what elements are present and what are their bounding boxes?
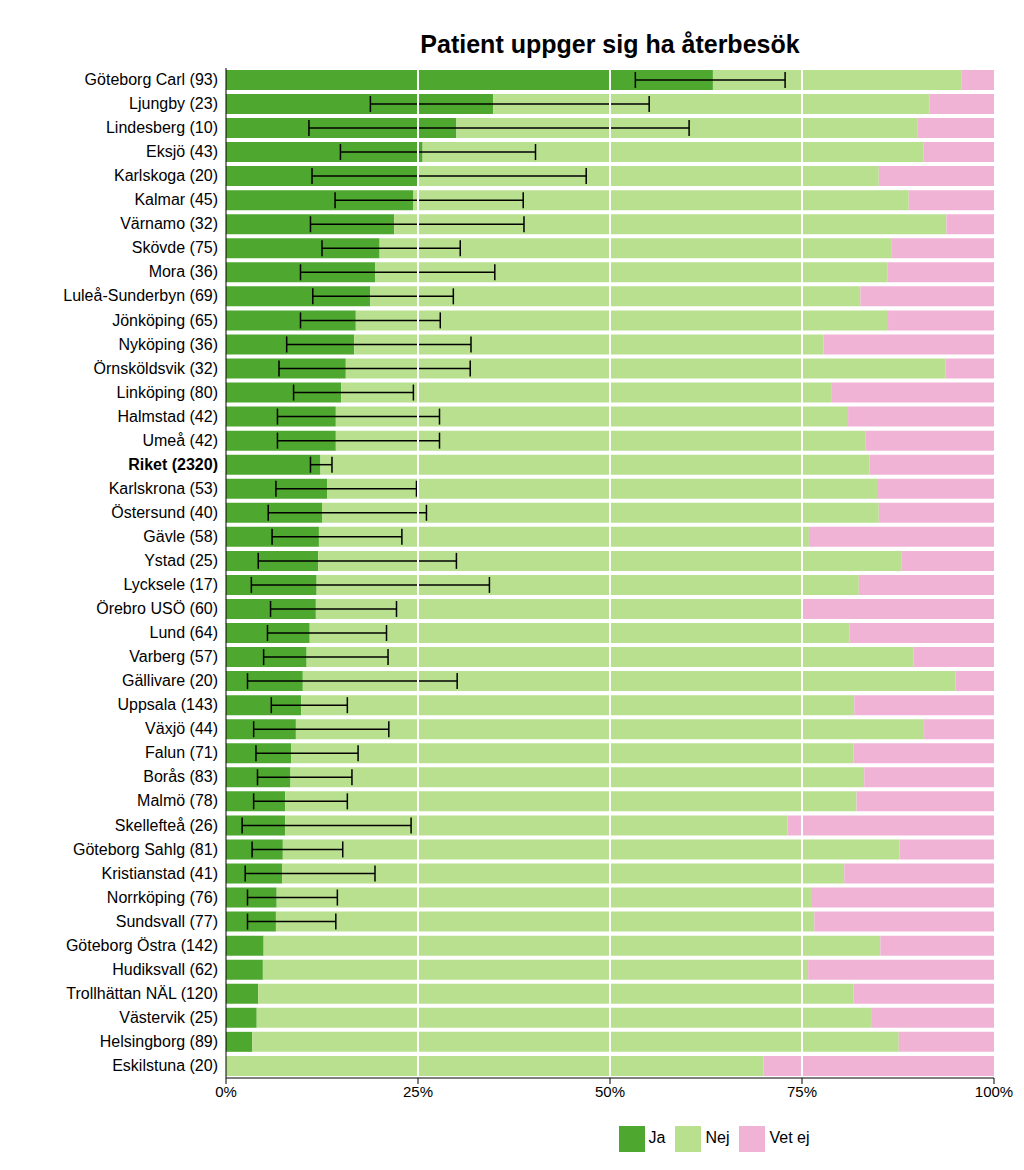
svg-text:Hudiksvall (62): Hudiksvall (62) [112,961,218,978]
svg-text:Jönköping (65): Jönköping (65) [112,312,218,329]
svg-text:Växjö (44): Växjö (44) [145,720,218,737]
svg-text:Ystad (25): Ystad (25) [144,552,218,569]
svg-text:Halmstad (42): Halmstad (42) [118,408,218,425]
svg-text:Värnamo (32): Värnamo (32) [120,215,218,232]
svg-text:Malmö (78): Malmö (78) [137,792,218,809]
svg-text:Linköping (80): Linköping (80) [117,384,218,401]
svg-text:Umeå (42): Umeå (42) [142,432,218,449]
svg-text:Borås (83): Borås (83) [143,768,218,785]
html-text:Ja: Ja [648,1129,666,1147]
svg-text:Göteborg Östra (142): Göteborg Östra (142) [66,937,218,954]
svg-text:Uppsala (143): Uppsala (143) [118,696,219,713]
svg-text:Skövde (75): Skövde (75) [132,239,218,256]
svg-text:Örebro USÖ (60): Örebro USÖ (60) [96,600,218,617]
svg-text:Skellefteå (26): Skellefteå (26) [115,817,218,834]
svg-text:Sundsvall (77): Sundsvall (77) [116,913,218,930]
svg-text:Eksjö (43): Eksjö (43) [146,143,218,160]
svg-text:Trollhättan NÄL (120): Trollhättan NÄL (120) [66,985,218,1002]
svg-text:Gällivare (20): Gällivare (20) [122,672,218,689]
svg-text:Göteborg Carl (93): Göteborg Carl (93) [85,71,218,88]
svg-text:0%: 0% [215,1083,237,1100]
svg-text:Eskilstuna (20): Eskilstuna (20) [112,1057,218,1074]
svg-text:Lycksele (17): Lycksele (17) [123,576,218,593]
svg-text:Örnsköldsvik (32): Örnsköldsvik (32) [94,360,218,377]
svg-text:50%: 50% [595,1083,625,1100]
html-text:Vet ej: Vet ej [769,1129,810,1147]
svg-text:Lindesberg (10): Lindesberg (10) [106,119,218,136]
svg-text:Kristianstad (41): Kristianstad (41) [102,865,219,882]
svg-text:25%: 25% [403,1083,433,1100]
svg-text:Gävle (58): Gävle (58) [143,528,218,545]
svg-text:75%: 75% [787,1083,817,1100]
svg-text:Norrköping (76): Norrköping (76) [107,889,218,906]
svg-text:Ljungby (23): Ljungby (23) [129,95,218,112]
svg-text:Karlskrona (53): Karlskrona (53) [109,480,218,497]
svg-text:Västervik (25): Västervik (25) [119,1009,218,1026]
svg-text:Helsingborg (89): Helsingborg (89) [100,1033,218,1050]
svg-text:Varberg (57): Varberg (57) [129,648,218,665]
html-text:Nej: Nej [705,1129,730,1147]
svg-text:Karlskoga (20): Karlskoga (20) [114,167,218,184]
svg-text:Mora (36): Mora (36) [149,263,218,280]
svg-text:Kalmar (45): Kalmar (45) [134,191,218,208]
svg-text:Falun (71): Falun (71) [145,744,218,761]
svg-text:Göteborg Sahlg (81): Göteborg Sahlg (81) [73,841,218,858]
html-text:Patient uppger sig ha återbesö: Patient uppger sig ha återbesök [420,30,800,58]
svg-text:Riket (2320): Riket (2320) [128,456,218,473]
svg-text:Östersund (40): Östersund (40) [111,504,218,521]
svg-text:100%: 100% [975,1083,1013,1100]
svg-text:Lund (64): Lund (64) [150,624,219,641]
svg-text:Luleå-Sunderbyn (69): Luleå-Sunderbyn (69) [63,287,218,304]
svg-text:Nyköping (36): Nyköping (36) [118,336,218,353]
